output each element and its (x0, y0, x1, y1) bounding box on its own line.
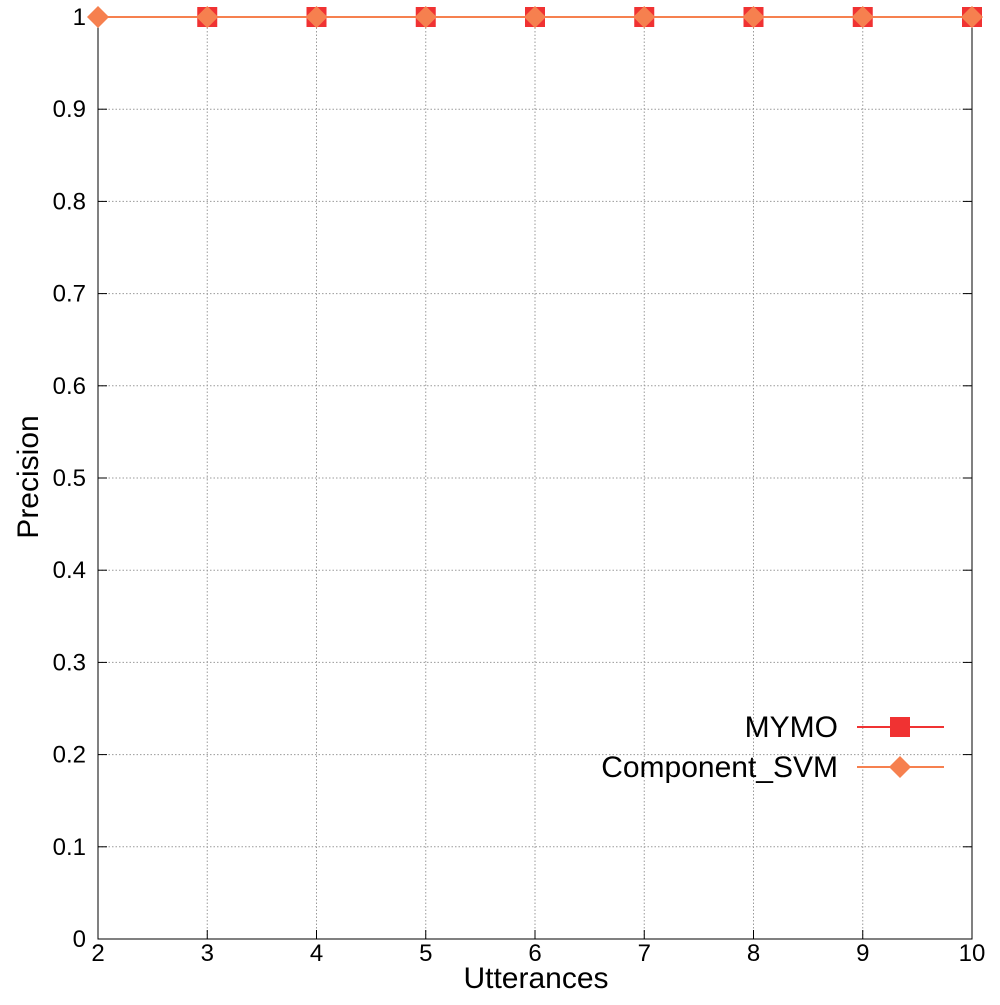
data-point (414, 6, 437, 28)
legend-label: Component_SVM (601, 751, 838, 784)
data-point (524, 6, 546, 28)
data-point (87, 6, 109, 28)
legend-entry: Component_SVM (601, 751, 944, 784)
x-tick-label: 4 (310, 940, 323, 967)
y-tick-label: 0.3 (53, 649, 86, 676)
x-tick-label: 7 (638, 940, 651, 967)
data-point (742, 6, 765, 28)
y-tick-label: 0.1 (53, 834, 86, 861)
x-tick-label: 2 (91, 940, 104, 967)
y-axis-title: Precision (12, 415, 45, 538)
legend-marker (890, 717, 910, 737)
tick-labels: 0 0.1 0.2 0.3 0.4 0.5 0.6 0.7 0.8 0.9 1 2 3 4 5 6 7 8 9 10 (53, 4, 986, 967)
x-tick-label: 9 (856, 940, 869, 967)
y-tick-label: 0 (73, 926, 86, 953)
y-tick-label: 0.7 (53, 281, 86, 308)
data-point (305, 6, 328, 28)
y-tick-label: 1 (73, 4, 86, 31)
legend-marker (889, 756, 911, 778)
grid-layer (98, 17, 972, 939)
series-layer (87, 6, 983, 28)
x-tick-label: 5 (419, 940, 432, 967)
x-tick-label: 3 (201, 940, 214, 967)
y-tick-label: 0.2 (53, 742, 86, 769)
y-tick-label: 0.8 (53, 188, 86, 215)
y-tick-label: 0.6 (53, 373, 86, 400)
legend: MYMO Component_SVM (601, 711, 944, 784)
x-axis-title: Utterances (463, 962, 608, 995)
x-tick-label: 10 (959, 940, 986, 967)
y-tick-label: 0.9 (53, 96, 86, 123)
legend-label: MYMO (745, 711, 838, 744)
data-point (961, 6, 983, 28)
x-tick-label: 8 (747, 940, 760, 967)
series-component-svm (87, 6, 983, 28)
data-point (196, 6, 219, 28)
x-tick-label: 6 (528, 940, 541, 967)
data-point (633, 6, 656, 28)
y-tick-label: 0.4 (53, 557, 86, 584)
data-point (851, 6, 874, 28)
y-tick-label: 0.5 (53, 465, 86, 492)
legend-entry: MYMO (745, 711, 944, 744)
